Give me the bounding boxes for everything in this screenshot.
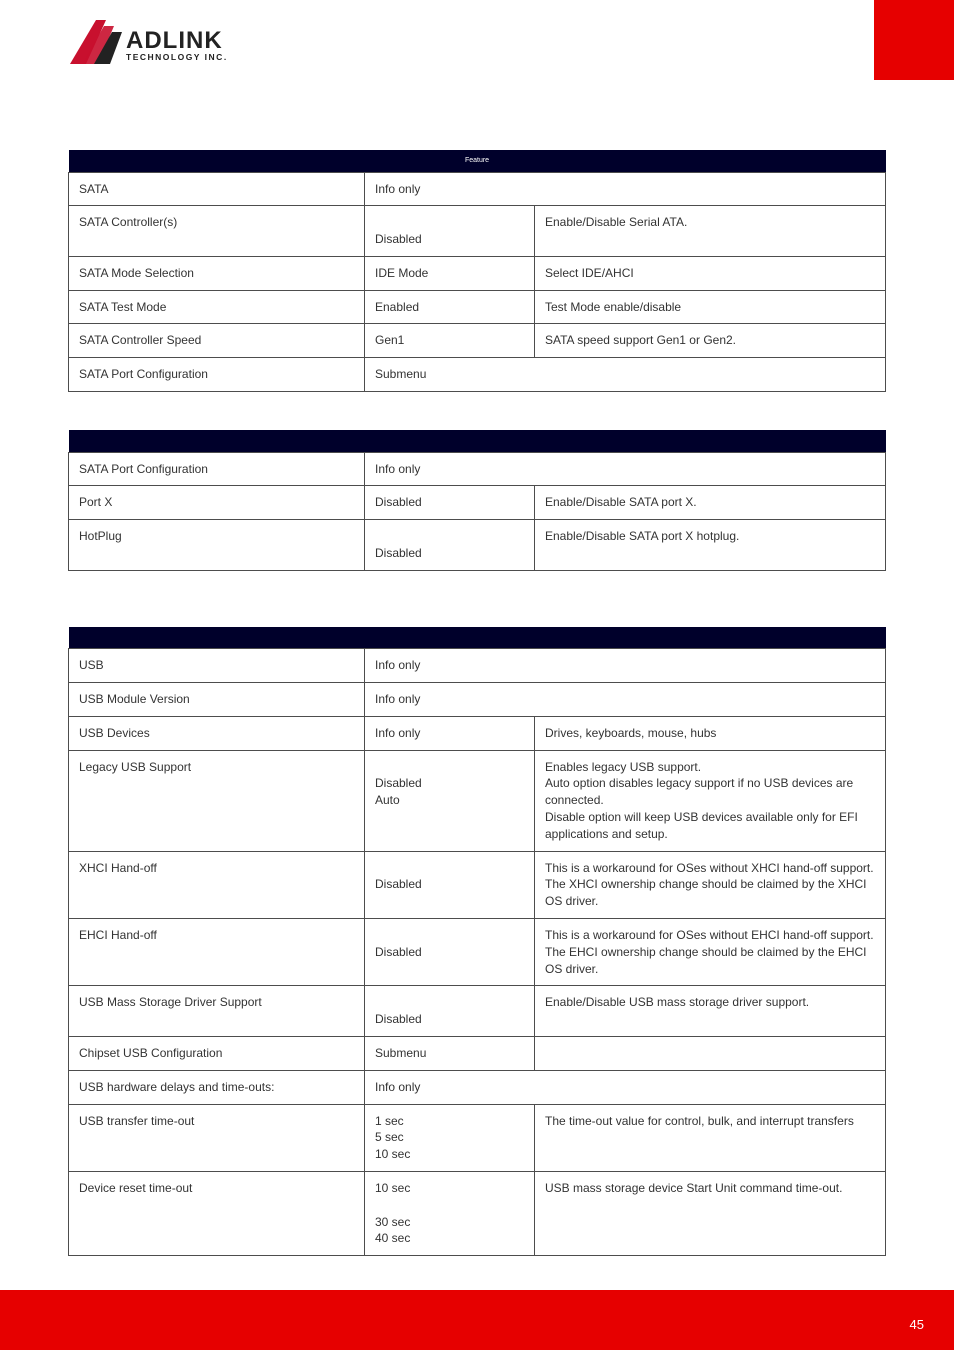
description-cell: This is a workaround for OSes without EH… — [535, 919, 886, 986]
feature-cell: SATA Port Configuration — [69, 452, 365, 486]
option-cell: Info only — [365, 1070, 886, 1104]
table-row: USB hardware delays and time-outs:Info o… — [69, 1070, 886, 1104]
option-cell: Disabled — [365, 486, 535, 520]
table-row: HotPlug DisabledEnable/Disable SATA port… — [69, 520, 886, 571]
description-cell: Drives, keyboards, mouse, hubs — [535, 716, 886, 750]
page-number: 45 — [910, 1317, 924, 1332]
option-cell: Gen1 — [365, 324, 535, 358]
table-row: USB DevicesInfo onlyDrives, keyboards, m… — [69, 716, 886, 750]
brand-logo: ADLINK TECHNOLOGY INC. — [68, 18, 268, 70]
table-row: USB transfer time-out1 sec 5 sec 10 sec … — [69, 1104, 886, 1171]
option-cell: Info only — [365, 683, 886, 717]
table-header-row — [69, 430, 886, 452]
option-cell: Disabled — [365, 520, 535, 571]
svg-text:TECHNOLOGY INC.: TECHNOLOGY INC. — [126, 52, 228, 62]
table-header-cell — [535, 430, 886, 452]
description-cell: Enables legacy USB support. Auto option … — [535, 750, 886, 851]
option-cell: Info only — [365, 649, 886, 683]
page-content: Feature SATAInfo onlySATA Controller(s) … — [68, 150, 886, 1256]
table-row: USB Mass Storage Driver Support Disabled… — [69, 986, 886, 1037]
table-row: Chipset USB ConfigurationSubmenu — [69, 1037, 886, 1071]
sata-port-config-table: SATA Port ConfigurationInfo onlyPort XDi… — [68, 430, 886, 571]
feature-cell: HotPlug — [69, 520, 365, 571]
option-cell: Disabled — [365, 919, 535, 986]
option-cell: Enabled — [365, 290, 535, 324]
feature-cell: XHCI Hand-off — [69, 851, 365, 918]
description-cell: USB mass storage device Start Unit comma… — [535, 1172, 886, 1256]
option-cell: Submenu — [365, 358, 886, 392]
table-row: SATA Port ConfigurationSubmenu — [69, 358, 886, 392]
table-header-row — [69, 627, 886, 649]
option-cell: Submenu — [365, 1037, 535, 1071]
feature-cell: USB — [69, 649, 365, 683]
feature-cell: EHCI Hand-off — [69, 919, 365, 986]
table-row: Device reset time-out10 sec 30 sec 40 se… — [69, 1172, 886, 1256]
feature-cell: USB transfer time-out — [69, 1104, 365, 1171]
feature-cell: USB Devices — [69, 716, 365, 750]
table-header-cell — [69, 627, 886, 649]
table-row: EHCI Hand-off DisabledThis is a workarou… — [69, 919, 886, 986]
table-header-cell: Feature — [69, 150, 886, 172]
svg-text:ADLINK: ADLINK — [126, 27, 223, 54]
description-cell — [535, 1037, 886, 1071]
description-cell: Enable/Disable USB mass storage driver s… — [535, 986, 886, 1037]
usb-config-table: USBInfo onlyUSB Module VersionInfo onlyU… — [68, 627, 886, 1256]
table-row: XHCI Hand-off DisabledThis is a workarou… — [69, 851, 886, 918]
table-row: Legacy USB Support Disabled AutoEnables … — [69, 750, 886, 851]
table-row: SATA Test ModeEnabled Test Mode enable/d… — [69, 290, 886, 324]
feature-cell: SATA Port Configuration — [69, 358, 365, 392]
feature-cell: SATA — [69, 172, 365, 206]
description-cell: Enable/Disable SATA port X hotplug. — [535, 520, 886, 571]
option-cell: Disabled — [365, 851, 535, 918]
page-footer: 45 — [0, 1290, 954, 1350]
table-row: SATA Mode SelectionIDE Mode Select IDE/A… — [69, 256, 886, 290]
table-row: USB Module VersionInfo only — [69, 683, 886, 717]
option-cell: 1 sec 5 sec 10 sec — [365, 1104, 535, 1171]
description-cell: Test Mode enable/disable — [535, 290, 886, 324]
option-cell: 10 sec 30 sec 40 sec — [365, 1172, 535, 1256]
description-cell: SATA speed support Gen1 or Gen2. — [535, 324, 886, 358]
option-cell: Disabled Auto — [365, 750, 535, 851]
option-cell: Info only — [365, 172, 886, 206]
feature-cell: SATA Test Mode — [69, 290, 365, 324]
table-header-cell — [365, 430, 535, 452]
option-cell: Info only — [365, 452, 886, 486]
description-cell: Select IDE/AHCI — [535, 256, 886, 290]
feature-cell: USB Mass Storage Driver Support — [69, 986, 365, 1037]
sata-config-table: Feature SATAInfo onlySATA Controller(s) … — [68, 150, 886, 392]
table-row: SATA Controller SpeedGen1 SATA speed sup… — [69, 324, 886, 358]
feature-cell: Port X — [69, 486, 365, 520]
description-cell: The time-out value for control, bulk, an… — [535, 1104, 886, 1171]
table-header-cell — [69, 430, 365, 452]
feature-cell: SATA Controller Speed — [69, 324, 365, 358]
feature-cell: USB Module Version — [69, 683, 365, 717]
table-header-row: Feature — [69, 150, 886, 172]
feature-cell: SATA Controller(s) — [69, 206, 365, 257]
table-row: SATA Port ConfigurationInfo only — [69, 452, 886, 486]
description-cell: Enable/Disable SATA port X. — [535, 486, 886, 520]
table-row: USBInfo only — [69, 649, 886, 683]
description-cell: This is a workaround for OSes without XH… — [535, 851, 886, 918]
option-cell: Info only — [365, 716, 535, 750]
feature-cell: Legacy USB Support — [69, 750, 365, 851]
option-cell: Disabled — [365, 206, 535, 257]
feature-cell: Chipset USB Configuration — [69, 1037, 365, 1071]
option-cell: Disabled — [365, 986, 535, 1037]
table-row: SATAInfo only — [69, 172, 886, 206]
feature-cell: Device reset time-out — [69, 1172, 365, 1256]
table-row: SATA Controller(s) DisabledEnable/Disabl… — [69, 206, 886, 257]
option-cell: IDE Mode — [365, 256, 535, 290]
feature-cell: USB hardware delays and time-outs: — [69, 1070, 365, 1104]
feature-cell: SATA Mode Selection — [69, 256, 365, 290]
table-row: Port XDisabled Enable/Disable SATA port … — [69, 486, 886, 520]
description-cell: Enable/Disable Serial ATA. — [535, 206, 886, 257]
top-corner-accent — [874, 0, 954, 80]
